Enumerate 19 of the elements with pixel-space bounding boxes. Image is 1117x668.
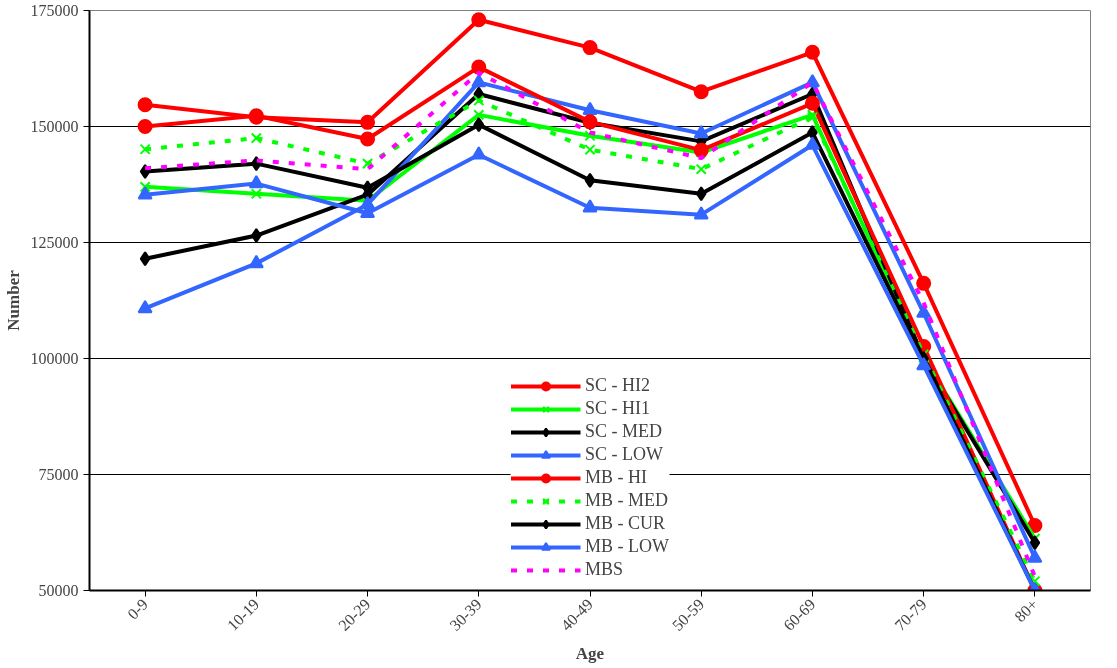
y-tick-label: 50000 (38, 582, 79, 599)
legend-label: MB - LOW (585, 536, 669, 557)
legend-label: SC - LOW (585, 444, 663, 465)
x-tick-label: 80+ (1011, 595, 1041, 626)
legend-label: MB - MED (585, 490, 669, 511)
x-axis-title: Age (575, 643, 605, 663)
y-tick-label: 100000 (30, 350, 79, 367)
y-tick-label: 175000 (30, 2, 79, 19)
x-tick-label: 0-9 (124, 595, 152, 623)
legend-label: SC - HI1 (585, 398, 651, 419)
legend-label: MB - CUR (585, 513, 666, 534)
legend-label: SC - HI2 (585, 375, 651, 396)
y-axis-title: Number (3, 269, 23, 331)
legend-label: MB - HI (585, 467, 647, 488)
y-tick-label: 125000 (30, 234, 79, 251)
legend-label: SC - MED (585, 421, 663, 442)
legend-label: MBS (585, 559, 624, 580)
y-tick-label: 75000 (38, 466, 79, 483)
y-tick-label: 150000 (30, 118, 79, 135)
